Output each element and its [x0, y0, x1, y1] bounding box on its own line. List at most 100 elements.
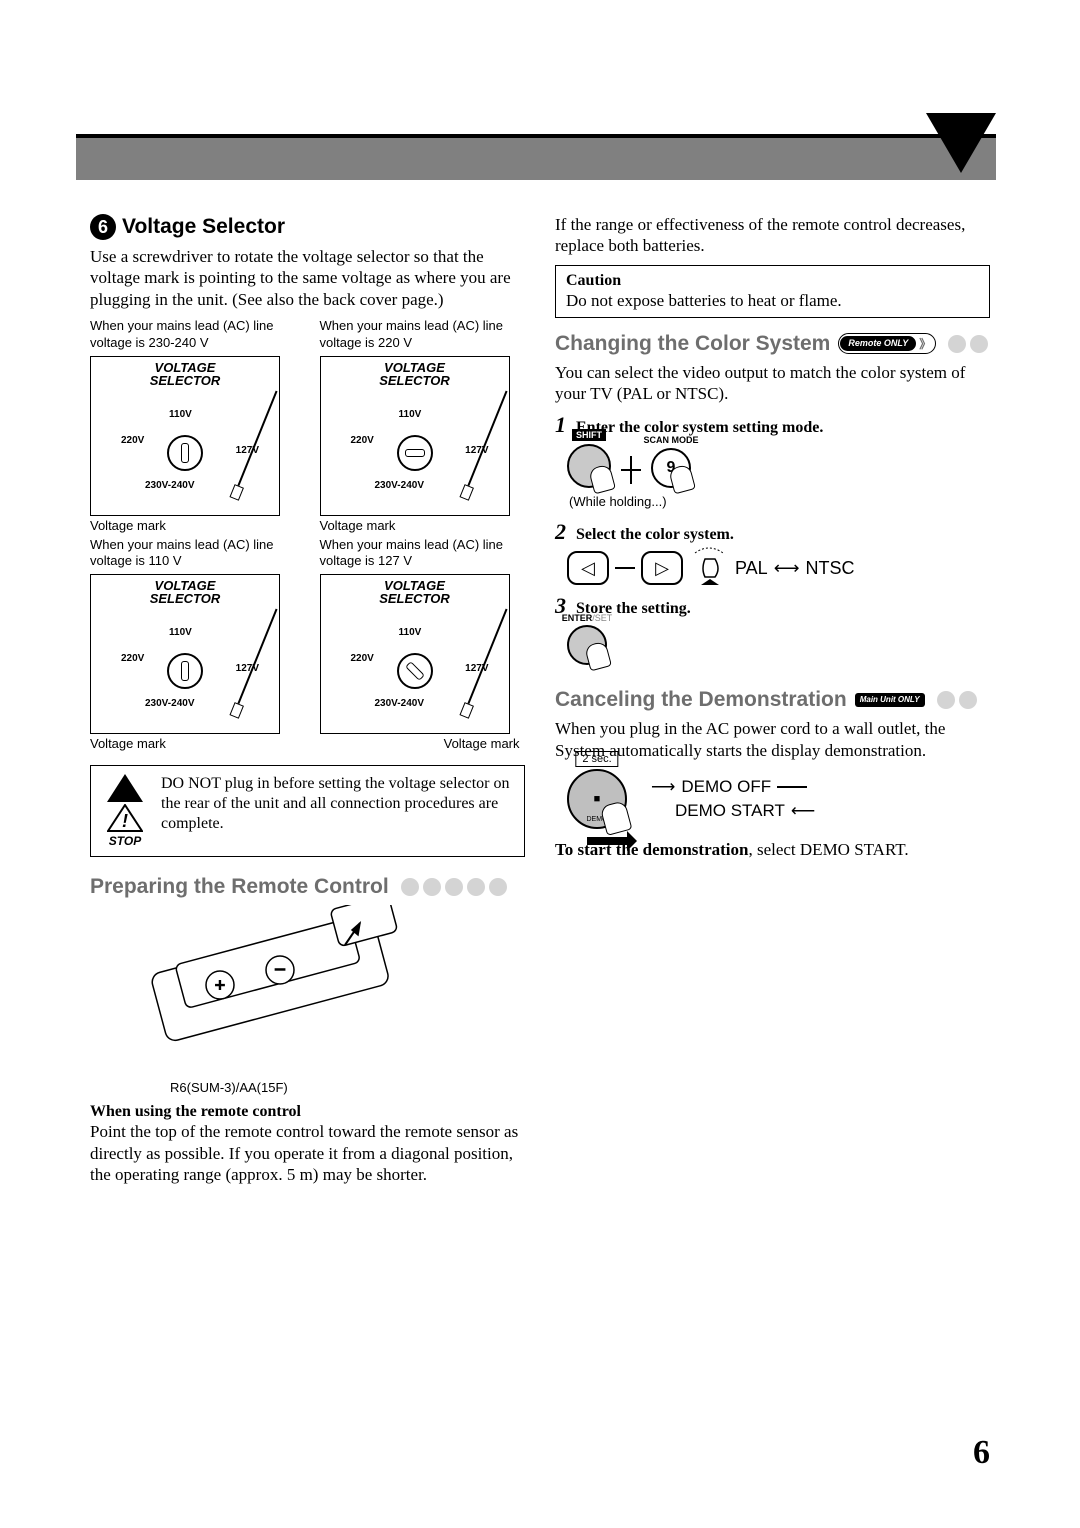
start-bold: To start the demonstration	[555, 840, 748, 859]
v-110: 110V	[169, 627, 192, 638]
heading-text: Voltage Selector	[122, 215, 285, 239]
v-220: 220V	[121, 435, 144, 446]
v-230: 230V-240V	[145, 698, 195, 709]
vs-diagram: VOLTAGE SELECTOR 110V 220V 127V 230V-240…	[90, 574, 280, 734]
battery-label: R6(SUM-3)/AA(15F)	[170, 1080, 525, 1095]
v-110: 110V	[399, 409, 422, 420]
pal-text: PAL	[735, 558, 768, 579]
signal-icon: 》	[919, 335, 931, 352]
stop-icon: ! STOP	[101, 774, 149, 848]
v-127: 127V	[236, 663, 259, 674]
vs-cell: When your mains lead (AC) line voltage i…	[90, 537, 290, 752]
ntsc-text: NTSC	[806, 558, 855, 579]
caution-title: Caution	[566, 272, 979, 290]
shift-label: SHIFT	[572, 429, 606, 441]
vs-diagram: VOLTAGE SELECTOR 110V 220V 127V 230V-240…	[320, 574, 510, 734]
color-body: You can select the video output to match…	[555, 362, 990, 405]
arrow-r-icon: ⟶	[651, 777, 675, 797]
remote-bold: When using the remote control	[90, 1103, 525, 1121]
header-bar	[76, 138, 996, 180]
vs-diagram: VOLTAGE SELECTOR 110V 220V 127V 230V-240…	[320, 356, 510, 516]
hand-press-icon	[689, 551, 729, 585]
screwdriver-icon	[234, 390, 277, 493]
vs-caption: When your mains lead (AC) line voltage i…	[90, 537, 290, 571]
vs-title2: SELECTOR	[379, 591, 450, 606]
vs-box-label: VOLTAGE SELECTOR	[91, 361, 279, 387]
v-220: 220V	[351, 653, 374, 664]
decorative-dots	[937, 691, 977, 709]
left-arrow-icon: ◁	[567, 551, 609, 585]
v-127: 127V	[236, 445, 259, 456]
demo-off-text: DEMO OFF	[681, 777, 771, 797]
caution-body: Do not expose batteries to heat or flame…	[566, 290, 979, 311]
step-1: 1 Enter the color system setting mode.	[555, 412, 990, 438]
while-holding: (While holding...)	[569, 494, 990, 509]
arrow-lr-icon: ⟷	[774, 558, 800, 579]
screwdriver-icon	[464, 609, 507, 712]
vs-caption: When your mains lead (AC) line voltage i…	[320, 537, 520, 571]
v-220: 220V	[121, 653, 144, 664]
v-127: 127V	[465, 663, 488, 674]
plus-icon	[621, 452, 641, 488]
v-230: 230V-240V	[375, 698, 425, 709]
page-content: 6 Voltage Selector Use a screwdriver to …	[90, 214, 990, 1193]
dial-icon	[397, 435, 433, 471]
scanmode-label: SCAN MODE	[643, 435, 698, 445]
step3-icons: ENTER/SET	[567, 625, 990, 670]
hand-icon	[584, 641, 612, 672]
remote-only-badge: Remote ONLY 》	[838, 333, 936, 354]
remote-body: Point the top of the remote control towa…	[90, 1121, 525, 1185]
step-3: 3 Store the setting.	[555, 593, 990, 619]
decorative-dots	[948, 335, 988, 353]
v-230: 230V-240V	[145, 480, 195, 491]
hand-icon	[588, 464, 616, 495]
remote-heading-text: Preparing the Remote Control	[90, 875, 389, 899]
demo-button-icon: 2 sec. ■ DEMO	[567, 769, 627, 829]
two-sec-label: 2 sec.	[575, 751, 618, 767]
voltage-selector-grid: When your mains lead (AC) line voltage i…	[90, 318, 525, 752]
badge-text: Remote ONLY	[840, 336, 916, 351]
right-arrow-icon: ▷	[641, 551, 683, 585]
page-number: 6	[973, 1434, 990, 1472]
screwdriver-icon	[464, 390, 507, 493]
step-num: 1	[555, 412, 566, 437]
arrow-l-icon: ⟵	[791, 801, 815, 821]
cancel-heading-text: Canceling the Demonstration	[555, 688, 847, 712]
vmark-caption: Voltage mark	[320, 736, 520, 751]
vmark-caption: Voltage mark	[320, 518, 520, 533]
v-110: 110V	[399, 627, 422, 638]
decorative-dots	[401, 878, 507, 896]
color-system-heading: Changing the Color System Remote ONLY 》	[555, 332, 990, 356]
v-127: 127V	[465, 445, 488, 456]
range-text: If the range or effectiveness of the rem…	[555, 214, 990, 257]
voltage-intro: Use a screwdriver to rotate the voltage …	[90, 246, 525, 310]
step2-nav: ◁ ▷ PAL ⟷ NTSC	[567, 551, 990, 585]
step-text: Enter the color system setting mode.	[576, 419, 823, 436]
vs-box-label: VOLTAGE SELECTOR	[91, 579, 279, 605]
hand-icon	[668, 464, 696, 495]
step-num: 2	[555, 519, 566, 544]
vmark-caption: Voltage mark	[90, 736, 290, 751]
voltage-selector-heading: 6 Voltage Selector	[90, 214, 525, 240]
step-text: Select the color system.	[576, 526, 734, 543]
dial-icon	[397, 653, 433, 689]
corner-triangle-icon	[926, 113, 996, 173]
press-arrow-icon	[587, 831, 637, 851]
v-220: 220V	[351, 435, 374, 446]
demo-figure: 2 sec. ■ DEMO ⟶ DEMO OFF DEMO START ⟵	[567, 769, 990, 829]
right-column: If the range or effectiveness of the rem…	[555, 214, 990, 1193]
vs-cell: When your mains lead (AC) line voltage i…	[320, 537, 520, 752]
vs-title2: SELECTOR	[150, 591, 221, 606]
stop-warning-box: ! STOP DO NOT plug in before setting the…	[90, 765, 525, 857]
left-column: 6 Voltage Selector Use a screwdriver to …	[90, 214, 525, 1193]
enter-button-icon: ENTER/SET	[567, 625, 607, 665]
scanmode-button-icon: 9 SCAN MODE	[651, 448, 691, 488]
color-heading-text: Changing the Color System	[555, 332, 830, 356]
vs-box-label: VOLTAGE SELECTOR	[321, 579, 509, 605]
v-110: 110V	[169, 409, 192, 420]
step-circle-6: 6	[90, 214, 116, 240]
cancel-demo-heading: Canceling the Demonstration Main Unit ON…	[555, 688, 990, 712]
vs-diagram: VOLTAGE SELECTOR 110V 220V 127V 230V-240…	[90, 356, 280, 516]
enter-label: ENTER/SET	[562, 613, 613, 623]
step1-icons: SHIFT 9 SCAN MODE	[567, 444, 990, 488]
